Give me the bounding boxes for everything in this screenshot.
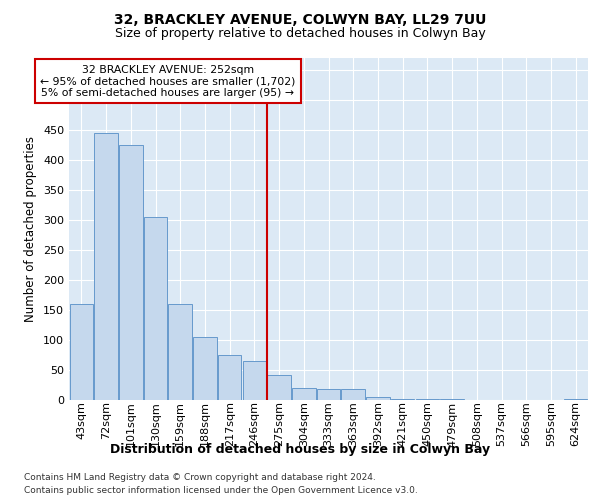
Text: Contains public sector information licensed under the Open Government Licence v3: Contains public sector information licen… [24,486,418,495]
Bar [70,304,93,400]
Bar [218,355,241,400]
Bar [341,389,365,400]
Text: 32 BRACKLEY AVENUE: 252sqm
← 95% of detached houses are smaller (1,702)
5% of se: 32 BRACKLEY AVENUE: 252sqm ← 95% of deta… [40,64,296,98]
Bar [317,389,340,400]
Bar [391,399,415,400]
Text: 32, BRACKLEY AVENUE, COLWYN BAY, LL29 7UU: 32, BRACKLEY AVENUE, COLWYN BAY, LL29 7U… [114,12,486,26]
Y-axis label: Number of detached properties: Number of detached properties [25,136,37,322]
Bar [144,216,167,400]
Text: Contains HM Land Registry data © Crown copyright and database right 2024.: Contains HM Land Registry data © Crown c… [24,472,376,482]
Bar [292,388,316,400]
Bar [119,144,143,400]
Bar [169,304,192,400]
Bar [242,361,266,400]
Bar [366,397,389,400]
Bar [193,337,217,400]
Bar [94,132,118,400]
Text: Size of property relative to detached houses in Colwyn Bay: Size of property relative to detached ho… [115,28,485,40]
Bar [268,375,291,400]
Text: Distribution of detached houses by size in Colwyn Bay: Distribution of detached houses by size … [110,442,490,456]
